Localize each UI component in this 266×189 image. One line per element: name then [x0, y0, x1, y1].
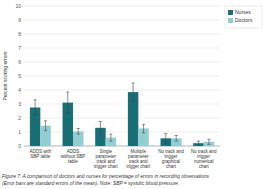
x-tick-label-line: SBP table: [30, 154, 50, 159]
error-bar-cap: [34, 99, 37, 100]
legend-swatch: [228, 10, 233, 15]
error-bar-stem: [78, 129, 79, 135]
y-tick-label: 1: [18, 129, 21, 135]
error-bar-cap: [66, 92, 69, 93]
y-tick-label: 10: [15, 3, 21, 9]
error-bar-cap: [207, 139, 210, 140]
grid-line: [24, 6, 220, 7]
error-bar-cap: [197, 145, 200, 146]
error-bar-stem: [176, 136, 177, 142]
grid-line: [24, 48, 220, 49]
error-bar-cap: [109, 141, 112, 142]
error-bar-cap: [99, 134, 102, 135]
error-bar-cap: [197, 141, 200, 142]
y-tick-label: 8: [18, 31, 21, 37]
error-bar-stem: [67, 92, 68, 113]
x-tick-label: ADDS withSBP table: [29, 149, 51, 159]
error-bar-cap: [44, 130, 47, 131]
error-bar-cap: [77, 128, 80, 129]
error-bar: [132, 83, 135, 101]
error-bar-stem: [198, 141, 199, 145]
error-bar: [77, 129, 80, 135]
grid-line: [24, 146, 220, 147]
error-bar: [44, 121, 47, 131]
y-tick-label: 4: [18, 87, 21, 93]
error-bar: [207, 139, 210, 144]
x-tick-label: ADDSwithout SBPtable: [61, 149, 86, 164]
y-tick-label: 7: [18, 45, 21, 51]
x-tick-label-line: chart: [166, 164, 177, 169]
error-bar: [175, 136, 178, 142]
error-bar-cap: [109, 134, 112, 135]
y-tick-label: 9: [18, 17, 21, 23]
legend: Nurses Doctors: [225, 6, 262, 28]
x-tick-label-line: trigger chart: [126, 164, 151, 169]
error-bar: [66, 92, 69, 113]
error-bar: [34, 100, 37, 115]
error-bar: [142, 124, 145, 132]
error-bar-stem: [165, 133, 166, 143]
error-bar-stem: [143, 124, 144, 132]
error-bar-cap: [34, 115, 37, 116]
x-tick-label: No track andtriggernumericalchart: [191, 149, 217, 169]
error-bar-cap: [77, 134, 80, 135]
error-bar: [109, 134, 112, 141]
chart: 0 1 2 3 4 5 6 7 8 9 10 Percent scoring errors ADDS w…: [0, 0, 266, 189]
error-bar: [164, 133, 167, 143]
grid-line: [24, 76, 220, 77]
error-bar-stem: [208, 139, 209, 144]
y-tick-label: 6: [18, 59, 21, 65]
legend-swatch: [228, 18, 233, 23]
error-bar-stem: [45, 121, 46, 131]
x-tick-label-line: chart: [199, 164, 210, 169]
y-tick-label: 3: [18, 101, 21, 107]
y-grid: [24, 6, 220, 146]
caption: (Error bars are standard errors of the m…: [2, 181, 179, 186]
legend-label: Doctors: [235, 17, 253, 23]
legend-label: Nurses: [235, 9, 251, 15]
error-bar-cap: [44, 120, 47, 121]
y-tick-label: 2: [18, 115, 21, 121]
error-bar-cap: [132, 101, 135, 102]
error-bar-cap: [207, 144, 210, 145]
grid-line: [24, 104, 220, 105]
caption: Figure 7: A comparison of doctors and nu…: [2, 174, 210, 179]
x-tick-label-line: trigger chart: [94, 164, 119, 169]
grid-line: [24, 20, 220, 21]
error-bar-cap: [164, 133, 167, 134]
error-bar-cap: [132, 83, 135, 84]
x-tick-label: Multipleparametertrack andtrigger chart: [126, 149, 151, 169]
grid-line: [24, 34, 220, 35]
y-axis-label: Percent scoring errors: [2, 51, 8, 101]
y-tick-label: 0: [18, 143, 21, 149]
error-bar-stem: [133, 83, 134, 101]
x-tick-label: No track andtriggergraphicalchart: [158, 149, 184, 169]
error-bar-cap: [164, 143, 167, 144]
x-tick-label-line: table: [68, 159, 78, 164]
grid-line: [24, 118, 220, 119]
error-bar-cap: [142, 132, 145, 133]
legend-frame: [225, 6, 262, 28]
x-tick-label: Singleparametertrack andtrigger chart: [94, 149, 119, 169]
grid-line: [24, 132, 220, 133]
error-bar-stem: [110, 134, 111, 141]
error-bar: [197, 141, 200, 145]
error-bar-cap: [66, 113, 69, 114]
grid-line: [24, 90, 220, 91]
x-axis-line: [24, 146, 220, 147]
error-bar-cap: [99, 121, 102, 122]
bars: [30, 83, 214, 146]
error-bar-cap: [142, 124, 145, 125]
y-tick-label: 5: [18, 73, 21, 79]
error-bar-stem: [100, 122, 101, 135]
grid-line: [24, 62, 220, 63]
error-bar: [99, 122, 102, 135]
error-bar-cap: [175, 141, 178, 142]
error-bar-stem: [35, 100, 36, 115]
error-bar-cap: [175, 135, 178, 136]
